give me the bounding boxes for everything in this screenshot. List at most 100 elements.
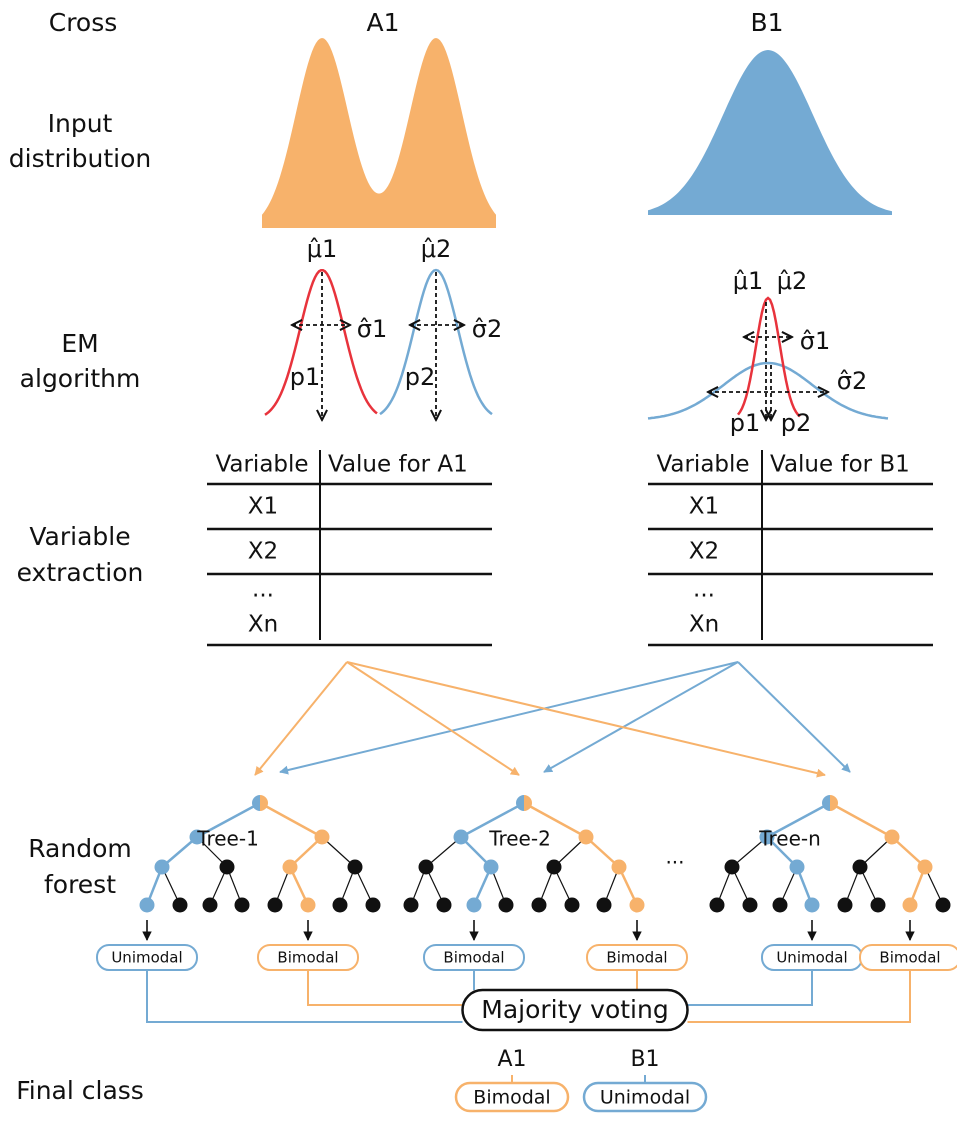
column-header: A1	[366, 8, 399, 37]
arrow	[279, 661, 739, 775]
tree-label: Tree-1	[196, 827, 259, 851]
tree-node	[759, 829, 775, 845]
em-label: μ̂1	[307, 235, 338, 263]
arrow	[737, 661, 851, 773]
tree-root	[516, 795, 524, 811]
table-header: Value for B1	[770, 452, 910, 478]
tree-leaf	[709, 897, 725, 913]
tree-leaf	[332, 897, 348, 913]
tree-node	[418, 859, 434, 875]
em-label: μ̂2	[777, 267, 808, 295]
tree-node	[314, 829, 330, 845]
column-header: B1	[750, 8, 783, 37]
tree-node	[154, 859, 170, 875]
row-label: EM	[61, 329, 98, 358]
em-label: μ̂1	[733, 267, 764, 295]
table-cell: X1	[248, 494, 278, 520]
row-label: extraction	[17, 558, 144, 587]
tree-root	[252, 795, 260, 811]
row-label: Random	[28, 834, 132, 863]
tree-leaf	[870, 897, 886, 913]
tree-node	[453, 829, 469, 845]
tree-edge	[731, 836, 768, 868]
tree-edge	[425, 836, 462, 868]
tree-leaf	[596, 897, 612, 913]
tree-label: Tree-2	[488, 827, 551, 851]
row-label: Variable	[29, 522, 130, 551]
input-distribution	[262, 38, 496, 228]
tree-edge	[766, 801, 831, 839]
tree-leaf	[935, 897, 951, 913]
vote-label: Bimodal	[606, 949, 667, 967]
tree-root	[260, 795, 268, 811]
majority-box	[461, 988, 689, 1032]
em-label: σ̂1	[357, 315, 387, 343]
tree-leaf	[202, 897, 218, 913]
arrow	[346, 661, 826, 778]
table-cell: X1	[689, 494, 719, 520]
tree-edge	[460, 801, 525, 839]
tree-leaf	[837, 897, 853, 913]
table-cell: Xn	[689, 612, 719, 638]
vote-connector	[307, 970, 463, 1006]
table-cell: X2	[248, 539, 278, 565]
table-cell: Xn	[248, 612, 278, 638]
table-cell: ...	[693, 577, 715, 603]
tree-leaf	[466, 897, 482, 913]
tree-edge	[259, 801, 323, 839]
final-class: Unimodal	[600, 1087, 690, 1109]
final-box	[582, 1081, 708, 1113]
tree-leaf	[531, 897, 547, 913]
tree-leaf	[234, 897, 250, 913]
majority-label: Majority voting	[481, 995, 668, 1024]
tree-leaf	[564, 897, 580, 913]
row-label: algorithm	[20, 364, 141, 393]
tree-root	[830, 795, 838, 811]
tree-edge	[161, 836, 198, 868]
tree-leaf	[436, 897, 452, 913]
em-label: p2	[781, 409, 812, 437]
row-label: Input	[48, 109, 113, 138]
tree-root	[524, 795, 532, 811]
vote-connector	[687, 970, 813, 1006]
arrow	[543, 661, 739, 773]
em-curve	[647, 361, 889, 420]
table-header: Variable	[215, 452, 308, 478]
tree-node	[611, 859, 627, 875]
tree-leaf	[139, 897, 155, 913]
vote-label: Bimodal	[879, 949, 940, 967]
tree-node	[917, 859, 933, 875]
tree-node	[347, 859, 363, 875]
tree-edge	[829, 801, 893, 839]
tree-leaf	[403, 897, 419, 913]
em-label: p1	[730, 409, 761, 437]
table-cell: ...	[252, 577, 274, 603]
tree-root	[822, 795, 830, 811]
table-cell: X2	[689, 539, 719, 565]
tree-leaf	[300, 897, 316, 913]
tree-node	[852, 859, 868, 875]
row-label: Final class	[16, 1076, 144, 1105]
vote-connector	[687, 970, 911, 1023]
tree-node	[483, 859, 499, 875]
em-label: σ̂1	[800, 327, 830, 355]
tree-node	[189, 829, 205, 845]
tree-node	[578, 829, 594, 845]
tree-ellipsis: ...	[665, 845, 684, 869]
column-header: Cross	[49, 8, 118, 37]
arrow	[254, 661, 348, 776]
em-label: p1	[290, 363, 321, 391]
tree-leaf	[742, 897, 758, 913]
arrow	[346, 661, 520, 776]
em-label: p2	[405, 363, 436, 391]
tree-leaf	[804, 897, 820, 913]
vote-label: Unimodal	[111, 949, 182, 967]
final-cross: A1	[497, 1047, 526, 1072]
vote-connector	[146, 970, 463, 1023]
input-distribution	[648, 50, 892, 215]
tree-node	[724, 859, 740, 875]
tree-node	[789, 859, 805, 875]
final-box	[454, 1081, 570, 1113]
tree-node	[282, 859, 298, 875]
